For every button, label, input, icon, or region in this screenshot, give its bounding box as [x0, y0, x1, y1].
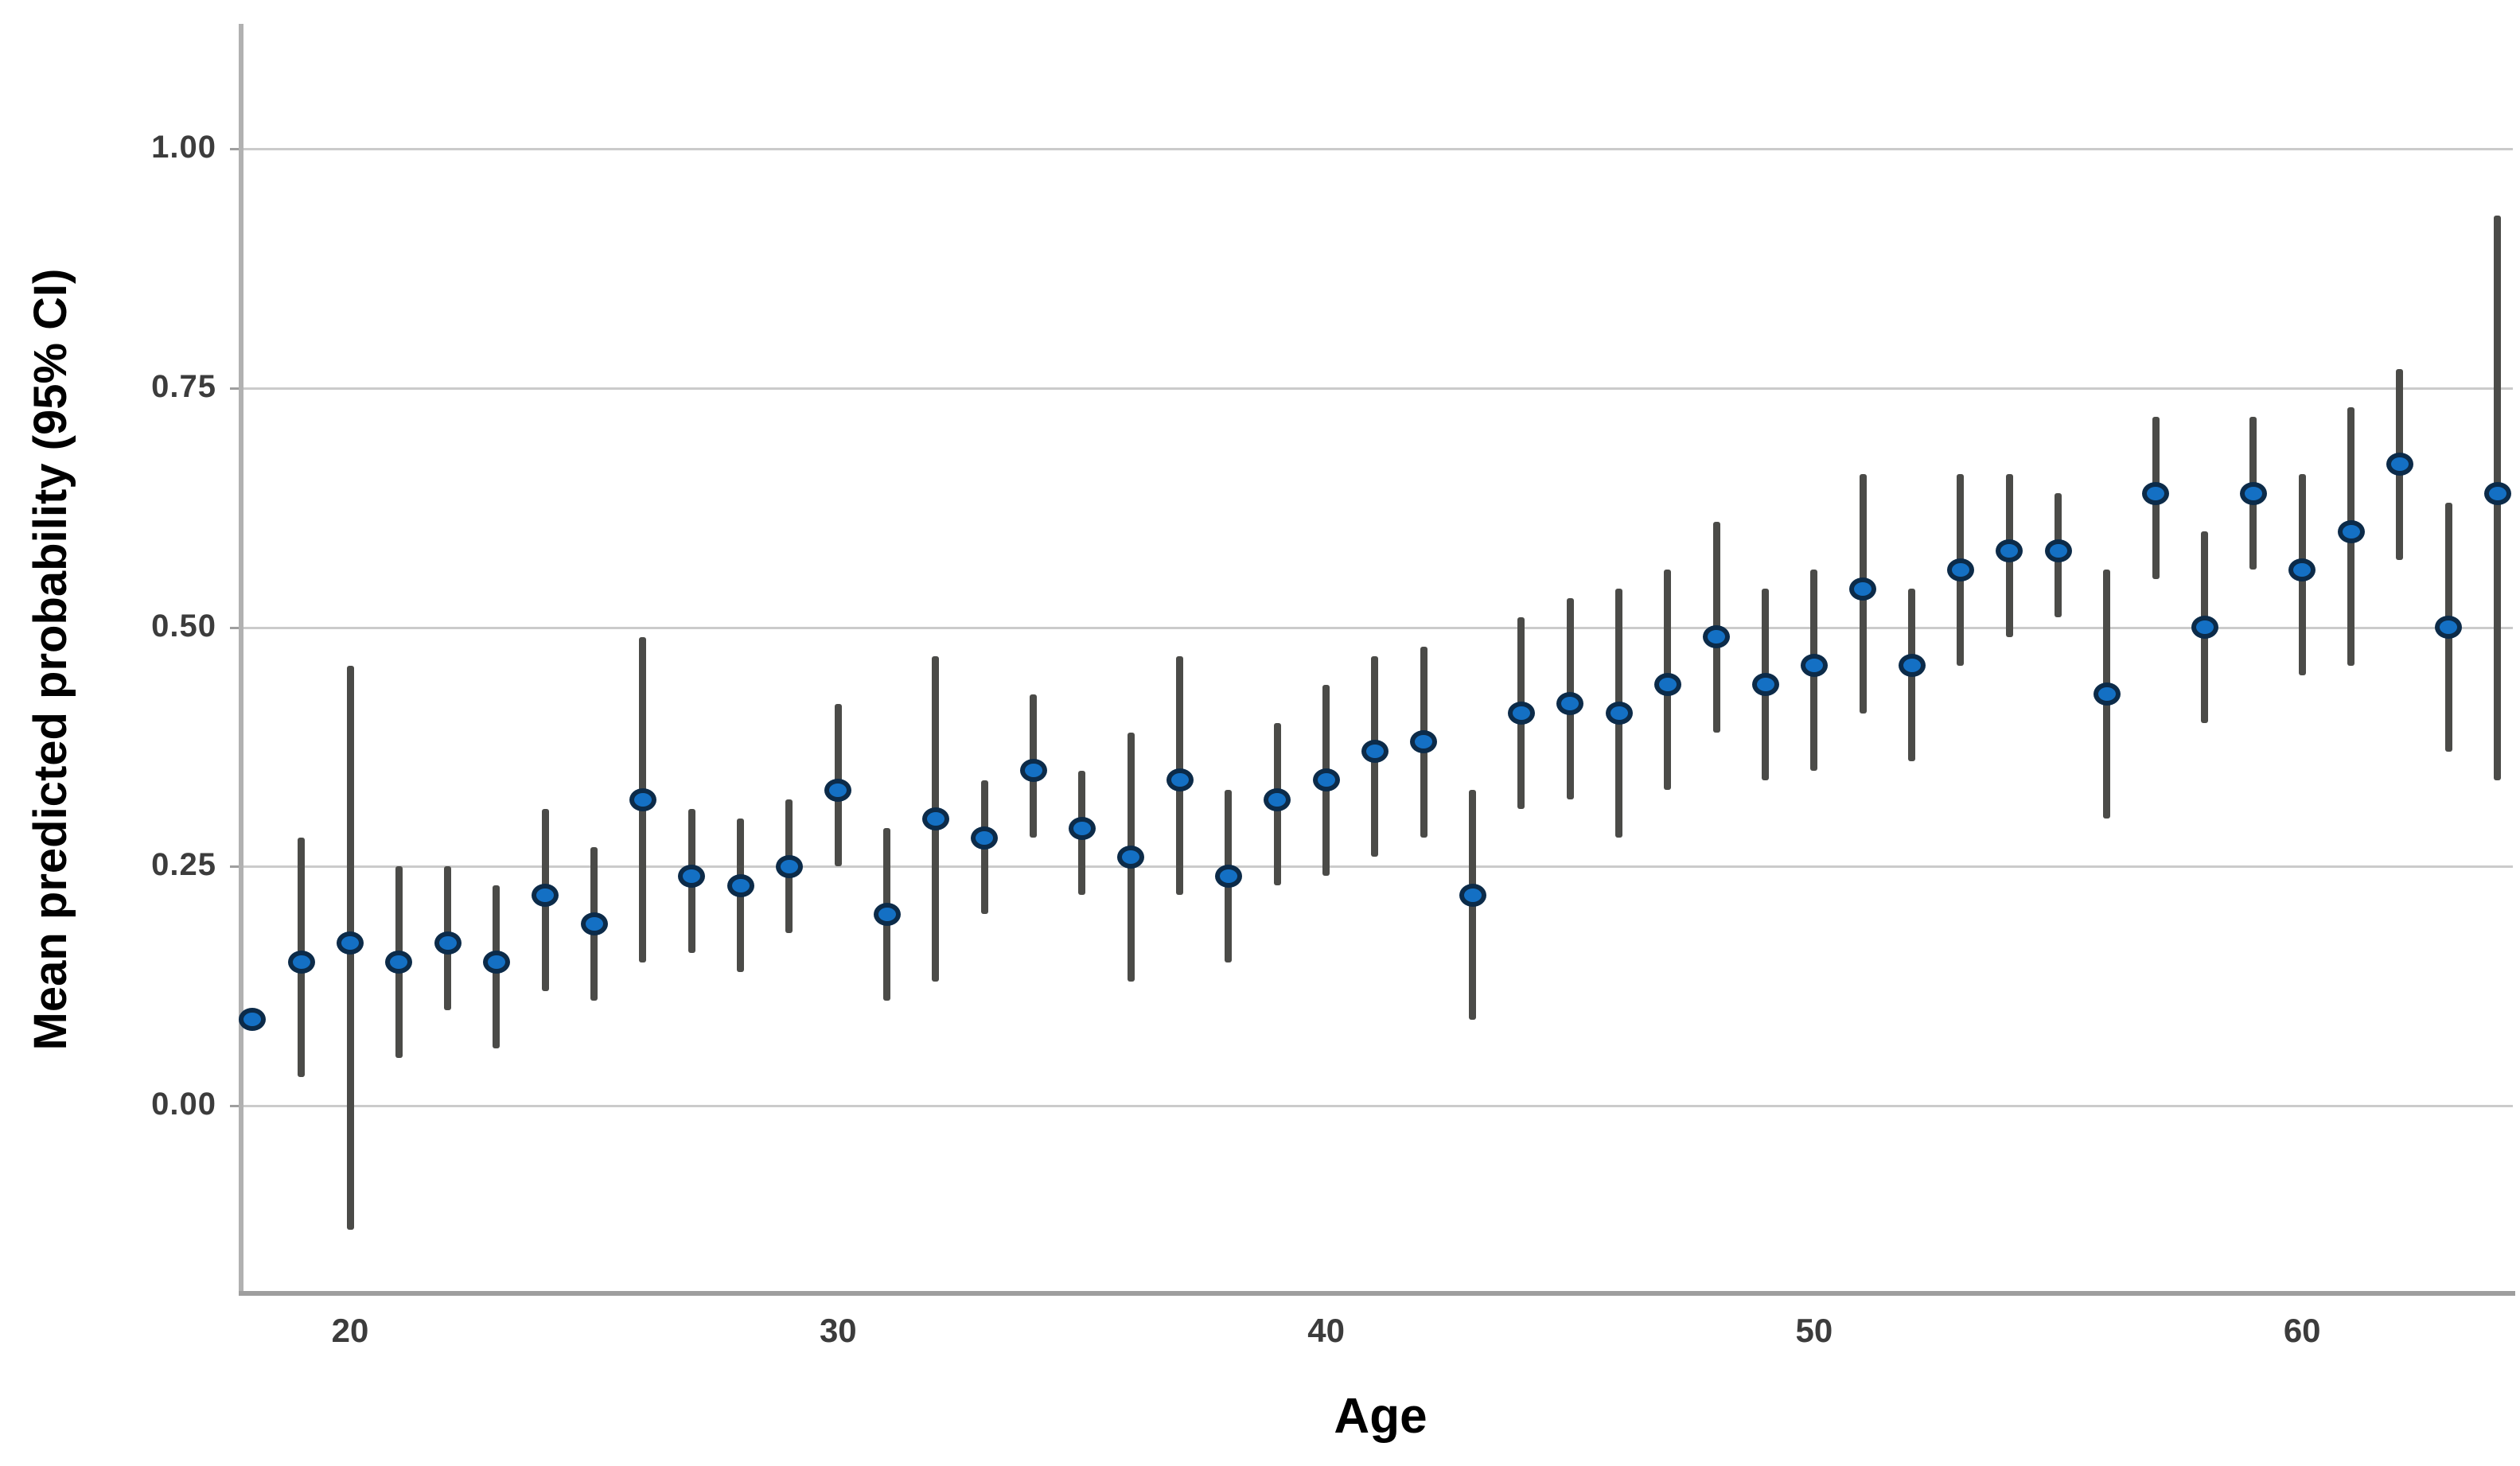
- data-point-dot: [580, 912, 608, 935]
- y-grid-line: [241, 1105, 2513, 1107]
- data-point-dot: [824, 778, 852, 802]
- data-point-dot: [1507, 702, 1535, 725]
- y-grid-line: [241, 148, 2513, 150]
- data-point-dot: [1653, 673, 1681, 697]
- data-point-dot: [1166, 768, 1194, 792]
- x-tick-label: 30: [819, 1312, 857, 1349]
- data-point-dot: [1605, 702, 1633, 725]
- data-point-dot: [1751, 673, 1779, 697]
- y-tick-label: 0.00: [151, 1087, 216, 1122]
- data-point-dot: [1068, 816, 1096, 840]
- y-tick-label: 0.50: [151, 608, 216, 644]
- y-axis-line: [239, 24, 243, 1296]
- data-point-dot: [482, 951, 510, 974]
- y-tick-mark: [230, 387, 241, 390]
- x-tick-label: 40: [1307, 1312, 1345, 1349]
- data-point-dot: [726, 873, 754, 897]
- x-axis-line: [239, 1291, 2515, 1296]
- data-point-dot: [1019, 759, 1047, 783]
- data-point-dot: [1361, 740, 1389, 764]
- data-point-dot: [2142, 481, 2170, 505]
- y-grid-line: [241, 387, 2513, 390]
- data-point-dot: [2337, 519, 2365, 543]
- data-point-dot: [873, 902, 901, 926]
- data-point-dot: [1117, 845, 1145, 869]
- data-point-dot: [1459, 883, 1486, 907]
- data-point-dot: [337, 931, 364, 955]
- data-point-dot: [2483, 481, 2511, 505]
- data-point-dot: [2435, 616, 2463, 639]
- data-point-dot: [1214, 864, 1242, 888]
- y-axis-title: Mean predicted probability (95% CI): [25, 268, 76, 1051]
- data-point-dot: [1556, 692, 1584, 716]
- data-point-dot: [2191, 616, 2218, 639]
- data-point-dot: [434, 931, 462, 955]
- data-point-dot: [1312, 768, 1340, 792]
- data-point-dot: [2288, 558, 2316, 581]
- x-tick-label: 20: [331, 1312, 369, 1349]
- data-point-dot: [1800, 654, 1828, 678]
- data-point-dot: [2093, 682, 2121, 706]
- x-axis-title: Age: [1334, 1389, 1427, 1444]
- data-point-dot: [1946, 558, 1974, 581]
- data-point-dot: [532, 883, 559, 907]
- x-tick-label: 50: [1795, 1312, 1833, 1349]
- y-tick-mark: [230, 1105, 241, 1107]
- data-point-dot: [1410, 730, 1438, 754]
- y-tick-mark: [230, 865, 241, 869]
- data-point-dot: [1703, 625, 1731, 649]
- data-point-dot: [2044, 539, 2072, 562]
- data-point-dot: [921, 807, 949, 830]
- data-point-dot: [1264, 787, 1291, 811]
- y-grid-line: [241, 865, 2513, 869]
- data-point-dot: [1849, 577, 1877, 601]
- y-tick-label: 1.00: [151, 130, 216, 165]
- data-point-dot: [971, 826, 999, 850]
- data-point-dot: [239, 1008, 267, 1032]
- data-point-dot: [678, 864, 706, 888]
- data-point-dot: [1996, 539, 2023, 562]
- y-grid-line: [241, 626, 2513, 629]
- y-tick-label: 0.25: [151, 847, 216, 883]
- data-point-dot: [775, 854, 803, 878]
- x-tick-label: 60: [2283, 1312, 2321, 1349]
- data-point-dot: [385, 951, 413, 974]
- y-tick-label: 0.75: [151, 368, 216, 404]
- data-point-dot: [629, 787, 656, 811]
- y-tick-mark: [230, 148, 241, 150]
- y-tick-mark: [230, 626, 241, 629]
- data-point-dot: [2386, 453, 2413, 476]
- data-point-dot: [287, 951, 315, 974]
- data-point-dot: [2239, 481, 2267, 505]
- data-point-dot: [1898, 654, 1926, 678]
